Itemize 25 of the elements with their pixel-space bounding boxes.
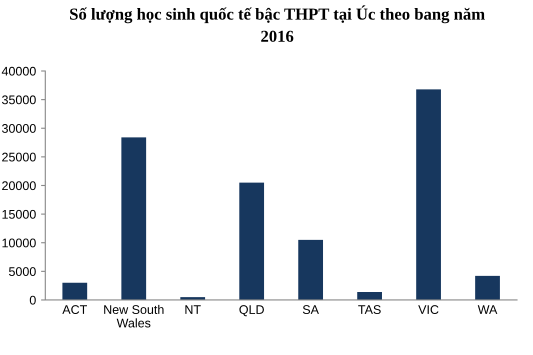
x-tick-label: WA bbox=[478, 305, 498, 314]
bar bbox=[62, 282, 88, 300]
x-tick-label: ACT bbox=[62, 305, 87, 314]
x-tick-label: SA bbox=[302, 305, 319, 314]
x-tick-label: NT bbox=[185, 305, 201, 314]
x-tick-label: QLD bbox=[239, 305, 264, 316]
y-tick-label: 20000 bbox=[2, 181, 36, 190]
y-tick-label: 25000 bbox=[2, 152, 36, 162]
bar bbox=[357, 292, 382, 300]
bar bbox=[475, 276, 500, 300]
bar bbox=[239, 182, 264, 300]
bar bbox=[121, 137, 146, 300]
y-tick-label: 5000 bbox=[8, 267, 36, 276]
bar bbox=[298, 240, 324, 300]
y-tick-label: 30000 bbox=[2, 124, 36, 133]
y-tick-label: 15000 bbox=[2, 210, 36, 219]
x-tick-label: VIC bbox=[418, 305, 439, 314]
chart-title: Số lượng học sinh quốc tế bậc THPT tại Úc theo bang năm 2016 bbox=[70, 5, 485, 42]
x-tick-label: New South Wales bbox=[104, 304, 164, 328]
bar bbox=[416, 89, 441, 300]
y-tick-label: 10000 bbox=[2, 238, 36, 248]
x-tick-label: TAS bbox=[358, 305, 381, 314]
y-tick-label: 0 bbox=[30, 296, 36, 305]
y-tick-label: 35000 bbox=[2, 95, 36, 104]
y-tick-label: 40000 bbox=[2, 66, 36, 76]
